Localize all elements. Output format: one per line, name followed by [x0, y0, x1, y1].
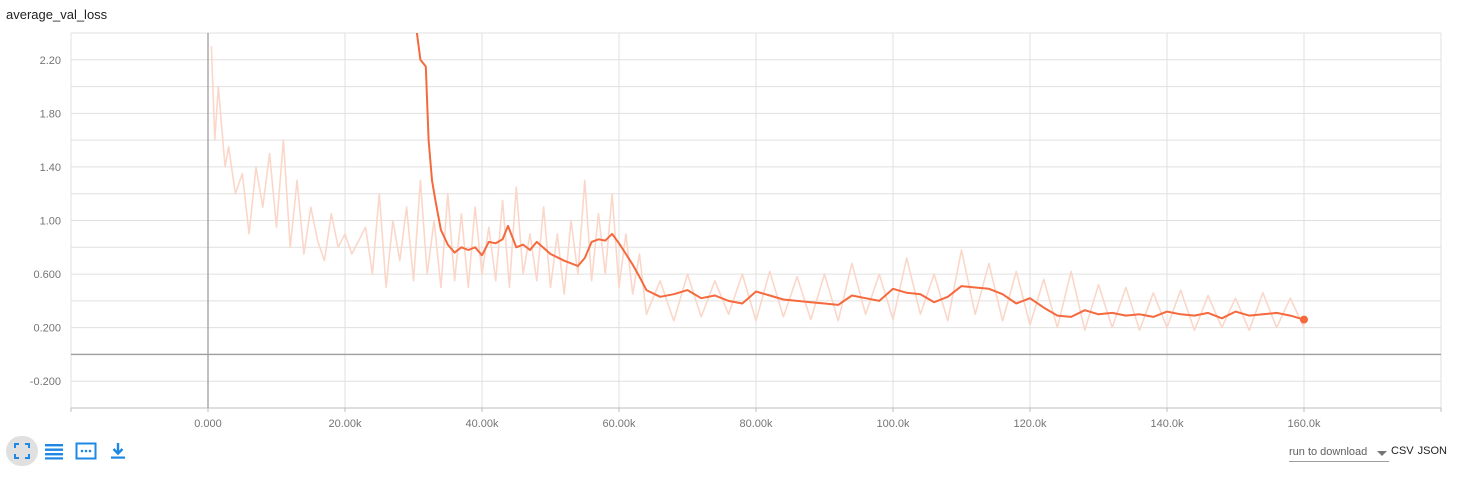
x-tick-label: 0.000	[194, 418, 222, 430]
x-tick-label: 160.0k	[1287, 418, 1321, 430]
download-format-links: CSV JSON	[1391, 445, 1451, 457]
selection-button[interactable]	[70, 436, 102, 466]
fit-domain-icon	[14, 443, 30, 459]
last-point-marker	[1300, 315, 1308, 324]
x-tick-label: 40.00k	[465, 418, 499, 430]
x-tick-label: 120.0k	[1013, 418, 1047, 430]
y-tick-label: 1.40	[40, 162, 61, 174]
json-link[interactable]: JSON	[1417, 445, 1447, 457]
run-download-select[interactable]: run to download	[1289, 446, 1389, 462]
y-tick-label: -0.200	[30, 376, 61, 388]
smoothed-series	[415, 33, 1308, 324]
raw-series-line	[210, 46, 1305, 332]
raw-series	[210, 46, 1305, 332]
x-tick-label: 100.0k	[876, 418, 910, 430]
line-chart: -0.200 0.200 0.600 1.00 1.40 1.80 2.20 0.000 20.…	[30, 32, 1442, 430]
y-tick-label: 2.20	[40, 55, 61, 67]
x-tick-label: 140.0k	[1150, 418, 1184, 430]
chart-title: average_val_loss	[6, 7, 108, 22]
y-tick-label: 0.600	[33, 269, 61, 281]
download-icon	[111, 443, 125, 459]
chevron-down-icon	[1377, 451, 1387, 456]
x-tick-label: 80.00k	[739, 418, 773, 430]
download-button[interactable]	[102, 436, 134, 466]
y-tick-label: 1.00	[40, 216, 61, 228]
run-download-label: run to download	[1289, 446, 1368, 458]
selection-icon	[75, 442, 97, 460]
log-scale-button[interactable]	[38, 436, 70, 466]
x-tick-label: 60.00k	[602, 418, 636, 430]
chart-toolbar	[6, 436, 134, 466]
y-tick-label: 0.200	[33, 323, 61, 335]
y-tick-label: 1.80	[40, 108, 61, 120]
x-tick-label: 20.00k	[328, 418, 362, 430]
grid-lines	[70, 32, 1442, 412]
log-scale-icon	[45, 444, 63, 460]
fit-domain-button[interactable]	[6, 436, 38, 466]
csv-link[interactable]: CSV	[1391, 445, 1414, 457]
axis-ticks: -0.200 0.200 0.600 1.00 1.40 1.80 2.20 0.000 20.…	[30, 55, 1321, 430]
smoothed-series-line	[415, 33, 1305, 321]
